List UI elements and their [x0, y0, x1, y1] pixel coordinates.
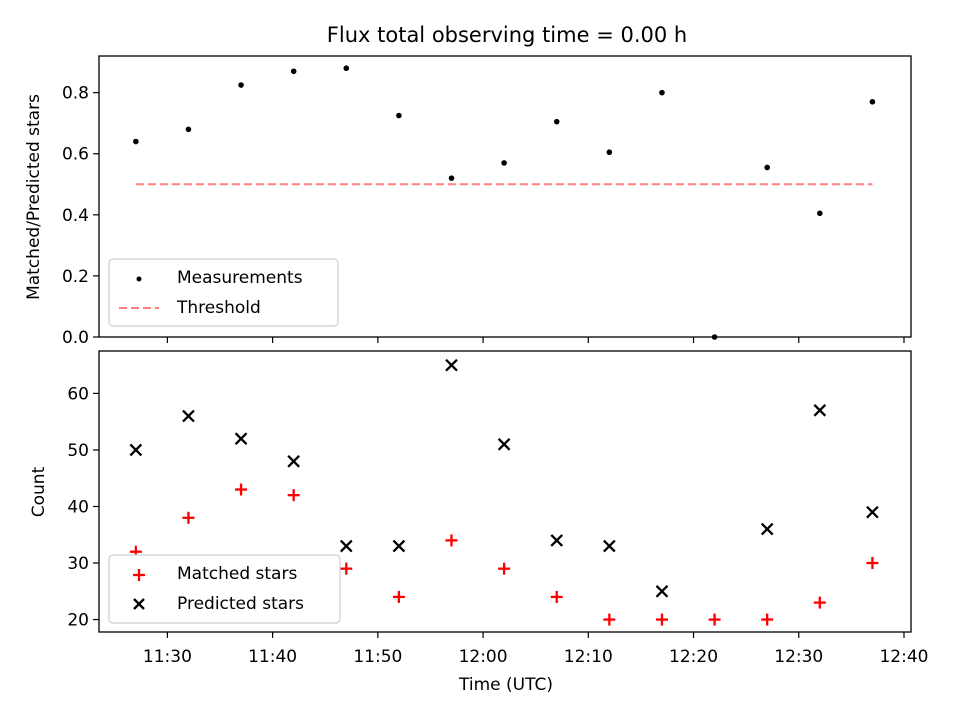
bottom-xtick-label: 11:30 — [143, 647, 192, 667]
bottom-ytick-label: 50 — [67, 441, 89, 461]
bottom-legend: Matched stars Predicted stars — [108, 554, 341, 624]
predicted-star-point — [813, 404, 827, 417]
bottom-xtick-label: 12:30 — [774, 647, 823, 667]
matched-star-point — [235, 483, 248, 496]
matched-star-point — [445, 534, 458, 547]
top-panel: 0.00.20.40.60.8 Matched/Predicted stars … — [24, 55, 912, 348]
matched-star-point — [761, 613, 774, 626]
measurement-point — [448, 175, 455, 181]
matched-star-point — [708, 613, 721, 626]
top-legend: Measurements Threshold — [108, 258, 339, 327]
measurement-point — [501, 160, 507, 166]
predicted-star-point — [603, 539, 616, 553]
top-ytick-label: 0.6 — [62, 145, 89, 165]
predicted-star-point — [866, 505, 879, 519]
matched-star-point — [498, 562, 511, 575]
matched-star-point — [603, 613, 616, 626]
matched-star-point — [340, 562, 353, 575]
legend-measurements-label: Measurements — [177, 268, 303, 288]
top-legend-box — [108, 258, 339, 327]
predicted-star-point — [182, 409, 195, 423]
bottom-ytick-label: 30 — [67, 554, 89, 574]
measurement-point — [396, 112, 402, 119]
bottom-ytick-label: 60 — [67, 384, 89, 404]
predicted-star-point — [445, 358, 458, 372]
predicted-star-point — [129, 443, 143, 457]
measurement-point — [659, 89, 665, 96]
legend-threshold-label: Threshold — [176, 298, 261, 318]
matched-star-point — [550, 590, 563, 603]
measurement-point — [553, 118, 560, 125]
predicted-star-point — [760, 522, 774, 536]
bottom-legend-box — [108, 554, 341, 624]
matched-star-point — [655, 613, 668, 626]
top-ytick-label: 0.8 — [62, 84, 89, 104]
matched-star-point — [287, 489, 300, 502]
predicted-star-point — [392, 539, 406, 553]
bottom-ytick-label: 20 — [67, 611, 89, 631]
measurement-point — [185, 126, 192, 133]
measurement-point — [238, 82, 244, 88]
matched-star-point — [392, 590, 405, 603]
matched-star-point — [813, 596, 826, 609]
bottom-xtick-label: 12:00 — [459, 647, 508, 667]
legend-measurements-marker — [136, 276, 142, 282]
predicted-star-point — [234, 432, 248, 445]
legend-predicted-label: Predicted stars — [177, 594, 304, 614]
measurement-point — [711, 334, 718, 340]
predicted-star-point — [497, 437, 511, 451]
top-plot-frame — [98, 55, 912, 338]
bottom-xtick-label: 12:10 — [564, 647, 613, 667]
bottom-ytick-label: 40 — [67, 497, 89, 517]
bottom-xtick-label: 12:40 — [879, 647, 928, 667]
measurement-point — [133, 138, 139, 145]
bottom-y-axis-label: Count — [29, 466, 49, 517]
measurement-point — [817, 210, 823, 217]
measurement-point — [869, 99, 876, 105]
bottom-panel: 20 30 40 50 60 11:30 11:40 11:50 12:00 12:10 12:2… — [29, 350, 928, 695]
measurement-point — [606, 149, 613, 156]
legend-matched-label: Matched stars — [177, 564, 297, 584]
measurement-point — [290, 68, 297, 75]
matched-star-point — [866, 557, 879, 570]
top-ytick-label: 0.2 — [62, 267, 89, 287]
bottom-xtick-label: 12:20 — [669, 647, 718, 667]
predicted-star-point — [550, 534, 564, 547]
legend-matched-marker — [133, 569, 145, 581]
matched-star-point — [182, 511, 195, 524]
legend-predicted-marker — [133, 598, 145, 610]
top-ytick-label: 0.0 — [62, 328, 89, 348]
top-y-axis-label: Matched/Predicted stars — [24, 94, 44, 300]
predicted-star-point — [287, 454, 300, 468]
x-axis-label: Time (UTC) — [458, 675, 553, 695]
bottom-xtick-label: 11:40 — [248, 647, 297, 667]
measurement-point — [764, 164, 770, 171]
predicted-star-point — [655, 584, 669, 598]
measurement-point — [343, 65, 350, 72]
bottom-xtick-label: 11:50 — [353, 647, 402, 667]
bottom-plot-frame — [98, 350, 912, 633]
top-ytick-label: 0.4 — [62, 206, 89, 226]
predicted-star-point — [339, 539, 353, 553]
chart-title: Flux total observing time = 0.00 h — [327, 23, 687, 47]
